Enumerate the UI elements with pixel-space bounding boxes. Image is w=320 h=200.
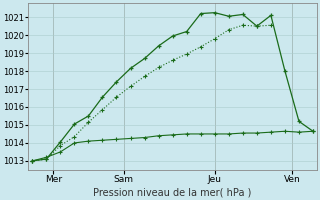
X-axis label: Pression niveau de la mer( hPa ): Pression niveau de la mer( hPa ) bbox=[93, 187, 252, 197]
